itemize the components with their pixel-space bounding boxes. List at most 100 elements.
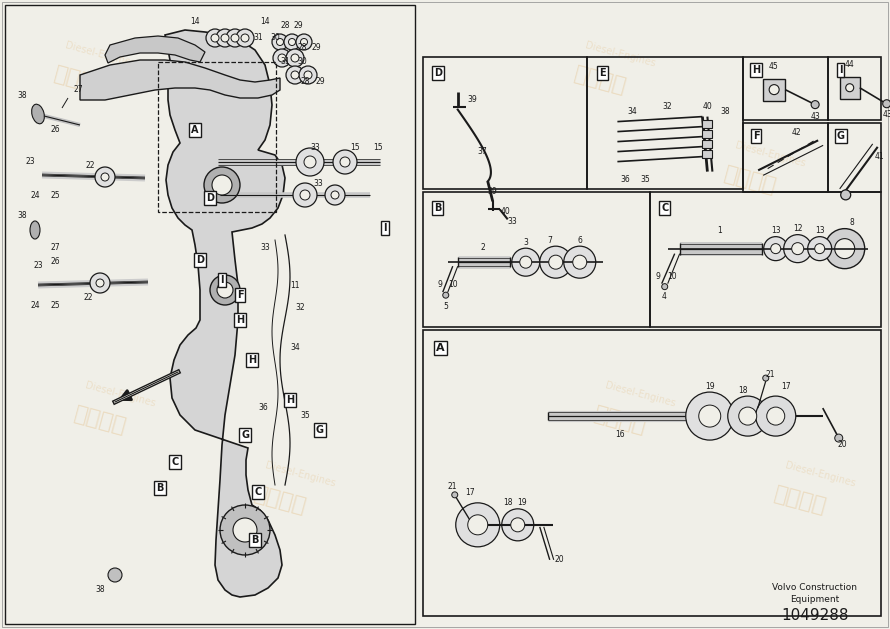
- Text: 紫发动力: 紫发动力: [772, 484, 829, 516]
- Text: 19: 19: [517, 498, 527, 508]
- Polygon shape: [105, 36, 205, 63]
- Text: 35: 35: [300, 411, 310, 420]
- Text: G: G: [241, 430, 249, 440]
- Text: H: H: [752, 65, 760, 75]
- Text: 紫发动力: 紫发动力: [252, 484, 309, 516]
- Text: 38: 38: [721, 107, 730, 116]
- Bar: [763, 79, 785, 101]
- Text: 30: 30: [297, 57, 307, 67]
- Circle shape: [300, 190, 310, 200]
- Bar: [702, 120, 712, 128]
- Circle shape: [442, 292, 449, 298]
- Text: Diesel-Engines: Diesel-Engines: [183, 161, 256, 189]
- Text: 24: 24: [30, 301, 40, 309]
- Circle shape: [286, 66, 304, 84]
- Text: 29: 29: [312, 43, 320, 52]
- Text: 32: 32: [295, 304, 304, 313]
- Text: 23: 23: [25, 157, 35, 167]
- Text: H: H: [286, 395, 294, 405]
- Text: 9: 9: [655, 272, 660, 281]
- Text: 1: 1: [717, 226, 722, 235]
- Circle shape: [211, 34, 219, 42]
- Text: 14: 14: [190, 18, 200, 26]
- Circle shape: [739, 407, 756, 425]
- Circle shape: [331, 191, 339, 199]
- Text: B: B: [251, 535, 259, 545]
- Text: 20: 20: [838, 440, 847, 448]
- Circle shape: [241, 34, 249, 42]
- Text: 27: 27: [50, 243, 60, 252]
- Circle shape: [288, 38, 295, 45]
- Text: 27: 27: [73, 86, 83, 94]
- Circle shape: [835, 238, 854, 259]
- Text: 28: 28: [300, 77, 310, 87]
- Circle shape: [769, 85, 779, 94]
- Circle shape: [573, 255, 587, 269]
- Circle shape: [841, 190, 851, 200]
- Circle shape: [686, 392, 733, 440]
- Circle shape: [763, 375, 769, 381]
- Text: C: C: [255, 487, 262, 497]
- Text: 14: 14: [260, 18, 270, 26]
- Bar: [702, 150, 712, 158]
- Text: 17: 17: [781, 382, 790, 391]
- Circle shape: [520, 256, 531, 268]
- Text: Equipment: Equipment: [790, 596, 839, 604]
- Text: F: F: [237, 290, 243, 300]
- Circle shape: [95, 167, 115, 187]
- Text: 28: 28: [280, 21, 290, 30]
- Circle shape: [301, 38, 308, 45]
- Text: 18: 18: [503, 498, 513, 508]
- Circle shape: [291, 54, 299, 62]
- Text: 1049288: 1049288: [781, 608, 849, 623]
- Text: 22: 22: [85, 160, 94, 169]
- Circle shape: [278, 54, 286, 62]
- Circle shape: [236, 29, 254, 47]
- Circle shape: [767, 407, 785, 425]
- Bar: [743, 123, 828, 192]
- Circle shape: [272, 34, 288, 50]
- Bar: [828, 123, 881, 192]
- Bar: [423, 57, 587, 189]
- Circle shape: [835, 434, 843, 442]
- Text: 40: 40: [501, 207, 511, 216]
- Text: C: C: [172, 457, 179, 467]
- Circle shape: [811, 101, 819, 109]
- Text: 45: 45: [768, 62, 778, 71]
- Text: I: I: [839, 65, 843, 75]
- Bar: [743, 57, 828, 120]
- Text: 21: 21: [447, 482, 457, 491]
- Text: 43: 43: [883, 110, 890, 120]
- Bar: [5, 5, 415, 624]
- Text: 15: 15: [373, 143, 383, 152]
- Circle shape: [220, 505, 270, 555]
- Circle shape: [825, 229, 865, 269]
- Circle shape: [792, 243, 804, 255]
- Text: 紫发动力: 紫发动力: [71, 403, 128, 437]
- Text: 23: 23: [33, 260, 43, 269]
- Text: 8: 8: [849, 218, 854, 227]
- Text: 4: 4: [661, 292, 666, 301]
- Circle shape: [90, 273, 110, 293]
- Circle shape: [231, 34, 239, 42]
- Text: 39: 39: [468, 95, 478, 104]
- Text: 10: 10: [667, 272, 676, 281]
- Text: 26: 26: [50, 126, 60, 135]
- Circle shape: [221, 34, 229, 42]
- Text: 24: 24: [30, 191, 40, 199]
- Circle shape: [296, 148, 324, 176]
- Circle shape: [296, 34, 312, 50]
- Circle shape: [784, 235, 812, 263]
- Circle shape: [502, 509, 534, 541]
- Circle shape: [284, 34, 300, 50]
- Text: 29: 29: [293, 21, 303, 30]
- Text: Diesel-Engines: Diesel-Engines: [603, 381, 676, 409]
- Text: 紫发动力: 紫发动力: [571, 64, 628, 97]
- Text: 7: 7: [547, 236, 552, 245]
- Text: 9: 9: [437, 280, 442, 289]
- Text: Diesel-Engines: Diesel-Engines: [784, 461, 856, 489]
- Text: A: A: [436, 343, 445, 353]
- Circle shape: [273, 49, 291, 67]
- Circle shape: [325, 185, 345, 205]
- Text: 34: 34: [290, 343, 300, 352]
